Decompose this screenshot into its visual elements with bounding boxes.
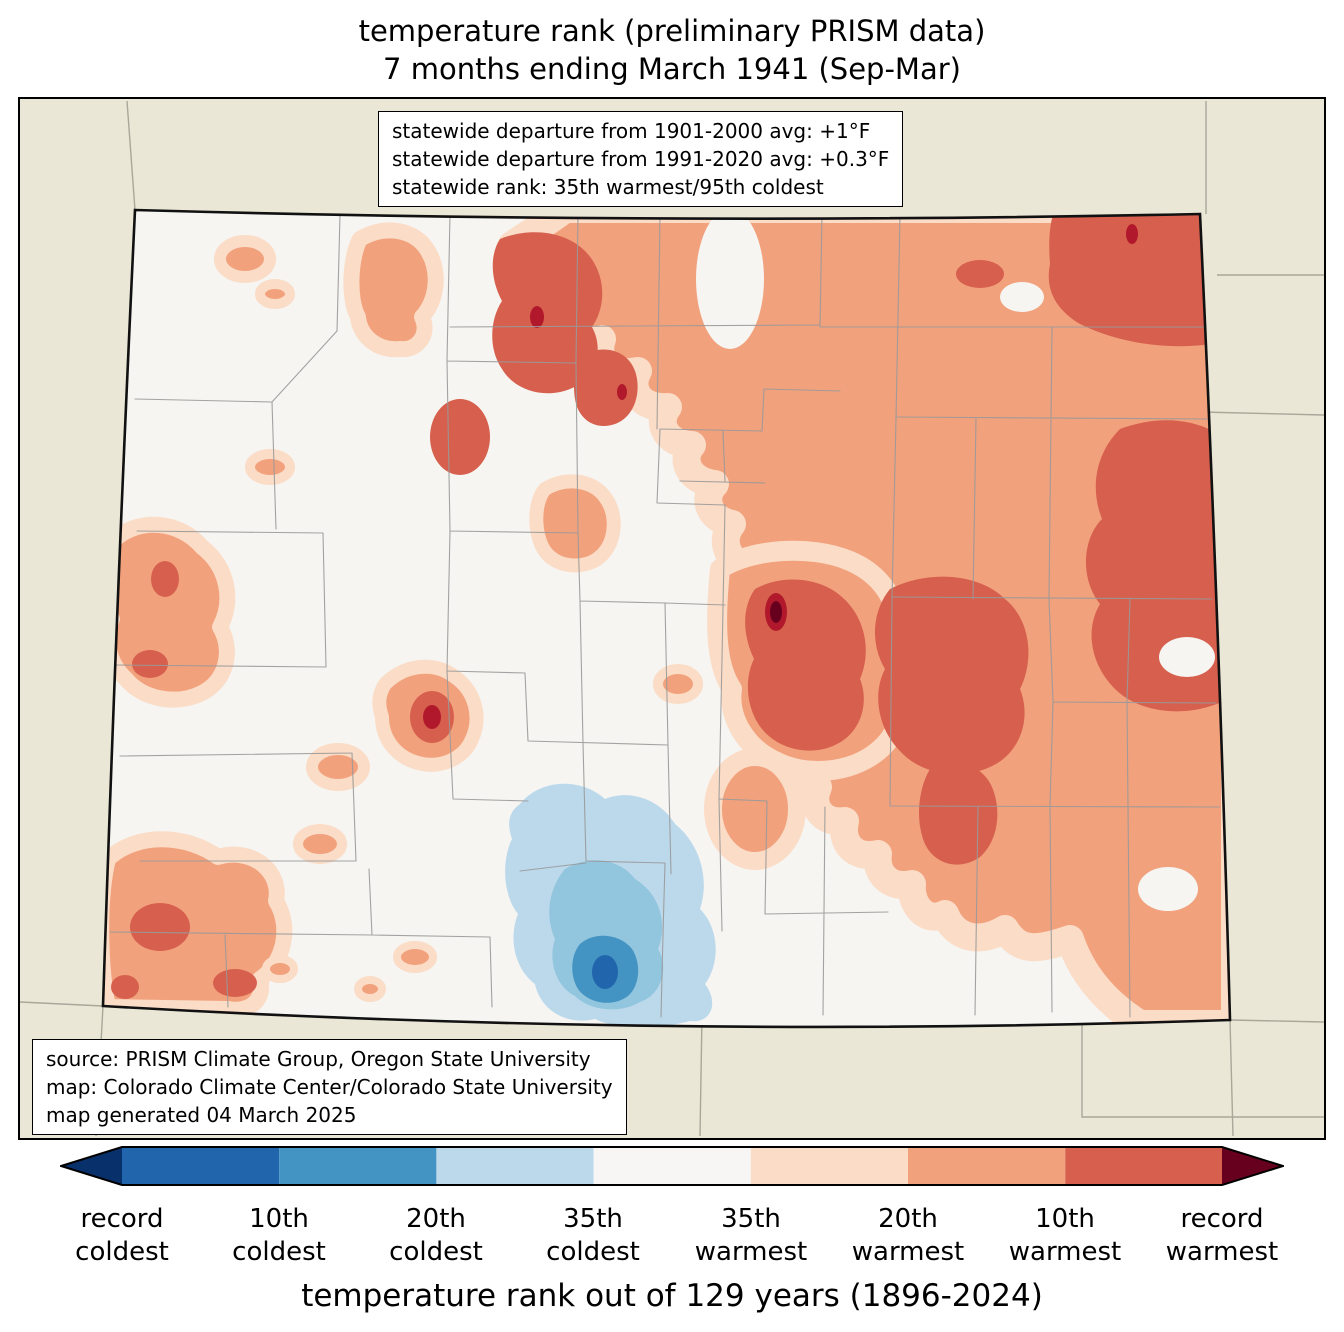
colorbar-arrow-record-warmest <box>1222 1147 1283 1185</box>
warm-patch-center-small <box>653 664 703 704</box>
colorbar-label-10th-warmest: 10th warmest <box>1008 1204 1122 1267</box>
source-box: source: PRISM Climate Group, Oregon Stat… <box>32 1039 627 1135</box>
warm-patch-w-small <box>245 449 295 485</box>
stats-box: statewide departure from 1901-2000 avg: … <box>378 111 904 207</box>
warm-region-south-of-denver <box>529 474 621 573</box>
colorbar-caption: temperature rank out of 129 years (1896-… <box>301 1278 1043 1314</box>
neighbor-state-lines <box>20 100 1324 1137</box>
colorbar-seg-20th-warmest <box>908 1147 1066 1185</box>
colorbar-seg-35th-coldest <box>436 1147 594 1185</box>
warm-region-northwest <box>343 222 444 358</box>
warm-lobe-south-of-ring <box>704 748 806 870</box>
warm-patch-w-3 <box>306 743 370 791</box>
map-frame: statewide departure from 1901-2000 avg: … <box>18 97 1326 1140</box>
warm-patch-s-2 <box>354 976 386 1002</box>
colorbar-arrow-record-coldest <box>61 1147 122 1185</box>
colorbar <box>60 1146 1284 1186</box>
stats-line-3: statewide rank: 35th warmest/95th coldes… <box>392 175 824 199</box>
source-line-3: map generated 04 March 2025 <box>46 1103 357 1127</box>
colorado-map <box>20 99 1324 1138</box>
colorbar-label-10th-coldest: 10th coldest <box>232 1204 326 1267</box>
county-lines <box>109 213 1221 1018</box>
colorbar-label-20th-warmest: 20th warmest <box>851 1204 965 1267</box>
colorbar-label-20th-coldest: 20th coldest <box>389 1204 483 1267</box>
colorbar-label-record-coldest: record coldest <box>75 1204 169 1267</box>
colorbar-seg-10th-coldest <box>122 1147 280 1185</box>
warm-patch-s-3 <box>393 941 437 973</box>
stats-line-2: statewide departure from 1991-2020 avg: … <box>392 147 890 171</box>
cool-region-darkest <box>592 955 618 989</box>
warm-region-west-mid <box>103 516 236 708</box>
source-line-2: map: Colorado Climate Center/Colorado St… <box>46 1075 613 1099</box>
colorbar-outline <box>60 1146 1284 1186</box>
warm-patch-nw-1 <box>214 235 276 283</box>
colorbar-label-35th-coldest: 35th coldest <box>546 1204 640 1267</box>
record-warmest-spot <box>770 601 782 623</box>
warm-patch-s-1 <box>262 955 298 983</box>
title-line-2: 7 months ending March 1941 (Sep-Mar) <box>383 52 961 86</box>
neutral-holes <box>696 210 1215 911</box>
colorbar-label-35th-warmest: 35th warmest <box>694 1204 808 1267</box>
colorbar-seg-35th-warmest <box>750 1147 908 1185</box>
rank-shading <box>103 210 1230 1027</box>
colorbar-seg-10th-warmest <box>1065 1147 1222 1185</box>
colorbar-label-record-warmest: record warmest <box>1165 1204 1279 1267</box>
colorado-border <box>101 208 1232 1029</box>
colorbar-seg-20th-coldest <box>279 1147 437 1185</box>
page-title: temperature rank (preliminary PRISM data… <box>0 12 1344 88</box>
source-line-1: source: PRISM Climate Group, Oregon Stat… <box>46 1047 591 1071</box>
colorbar-seg-neutral <box>593 1147 751 1185</box>
stats-line-1: statewide departure from 1901-2000 avg: … <box>392 119 871 143</box>
title-line-1: temperature rank (preliminary PRISM data… <box>358 14 986 48</box>
warm-patch-w-4 <box>293 824 347 864</box>
warm-patch-nw-2 <box>255 279 295 309</box>
